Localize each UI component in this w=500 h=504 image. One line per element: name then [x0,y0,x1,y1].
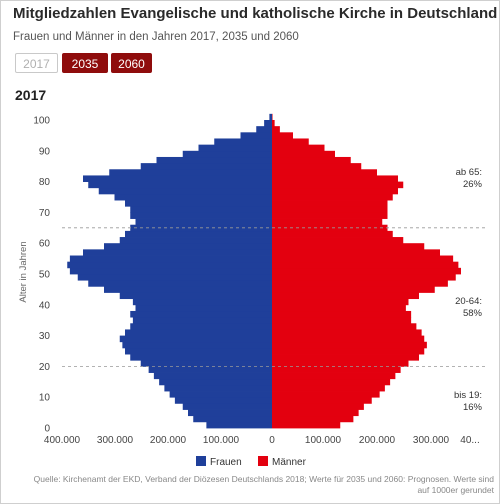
source-line-1: Quelle: Kirchenamt der EKD, Verband der … [33,474,494,484]
year-button-2035[interactable]: 2035 [62,53,108,73]
year-button-2060[interactable]: 2060 [111,53,152,73]
selected-year-heading: 2017 [15,87,47,103]
source-note: Quelle: Kirchenamt der EKD, Verband der … [28,474,494,496]
page-title: Mitgliedzahlen Evangelische und katholis… [13,5,498,22]
page-subtitle: Frauen und Männer in den Jahren 2017, 20… [13,31,299,43]
year-button-2017[interactable]: 2017 [15,53,58,73]
source-line-2: auf 1000er gerundet [417,485,494,495]
